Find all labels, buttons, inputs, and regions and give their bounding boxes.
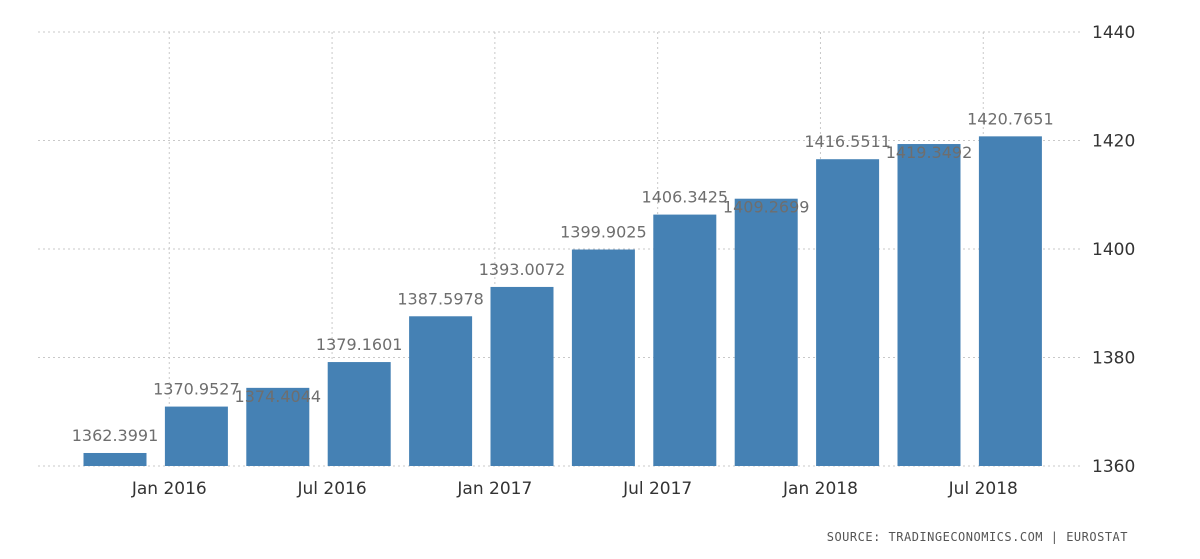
- data-label: 1370.9527: [153, 380, 240, 399]
- bars: [83, 136, 1042, 467]
- x-tick-label: Jan 2018: [782, 479, 858, 499]
- x-tick-label: Jan 2017: [456, 479, 532, 499]
- x-tick-label: Jul 2016: [296, 479, 366, 499]
- data-label: 1419.3492: [886, 143, 973, 162]
- bar: [490, 286, 554, 466]
- bar: [897, 144, 961, 467]
- bar: [978, 136, 1042, 466]
- y-tick-label: 1380: [1092, 349, 1135, 369]
- bar: [327, 362, 391, 466]
- source-note: SOURCE: TRADINGECONOMICS.COM | EUROSTAT: [826, 530, 1128, 544]
- y-tick-label: 1400: [1092, 240, 1135, 260]
- y-tick-label: 1420: [1092, 132, 1135, 152]
- bar: [164, 406, 228, 466]
- data-label: 1406.3425: [642, 188, 729, 207]
- bar: [816, 159, 880, 467]
- data-label: 1393.0072: [479, 260, 566, 279]
- x-tick-label: Jul 2017: [622, 479, 692, 499]
- data-label: 1362.3991: [72, 426, 159, 445]
- x-axis-ticks: Jan 2016 Jul 2016 Jan 2017 Jul 2017 Jan 2018…: [131, 479, 1018, 499]
- bar: [734, 198, 798, 466]
- data-label: 1399.9025: [560, 223, 647, 242]
- data-label: 1379.1601: [316, 335, 403, 354]
- bar: [83, 452, 147, 466]
- bar: [571, 249, 635, 466]
- data-label: 1409.2699: [723, 198, 810, 217]
- x-tick-label: Jul 2018: [948, 479, 1018, 499]
- bar: [246, 387, 310, 466]
- data-label: 1387.5978: [397, 289, 484, 308]
- bar: [653, 214, 717, 466]
- data-label: 1420.7651: [967, 109, 1054, 128]
- y-tick-label: 1360: [1092, 457, 1135, 477]
- data-label: 1374.4044: [235, 387, 322, 406]
- y-axis-ticks: 1360 1380 1400 1420 1440: [1092, 23, 1135, 477]
- data-label: 1416.5511: [804, 132, 891, 151]
- x-tick-label: Jan 2016: [131, 479, 207, 499]
- y-tick-label: 1440: [1092, 23, 1135, 43]
- bar: [409, 316, 473, 466]
